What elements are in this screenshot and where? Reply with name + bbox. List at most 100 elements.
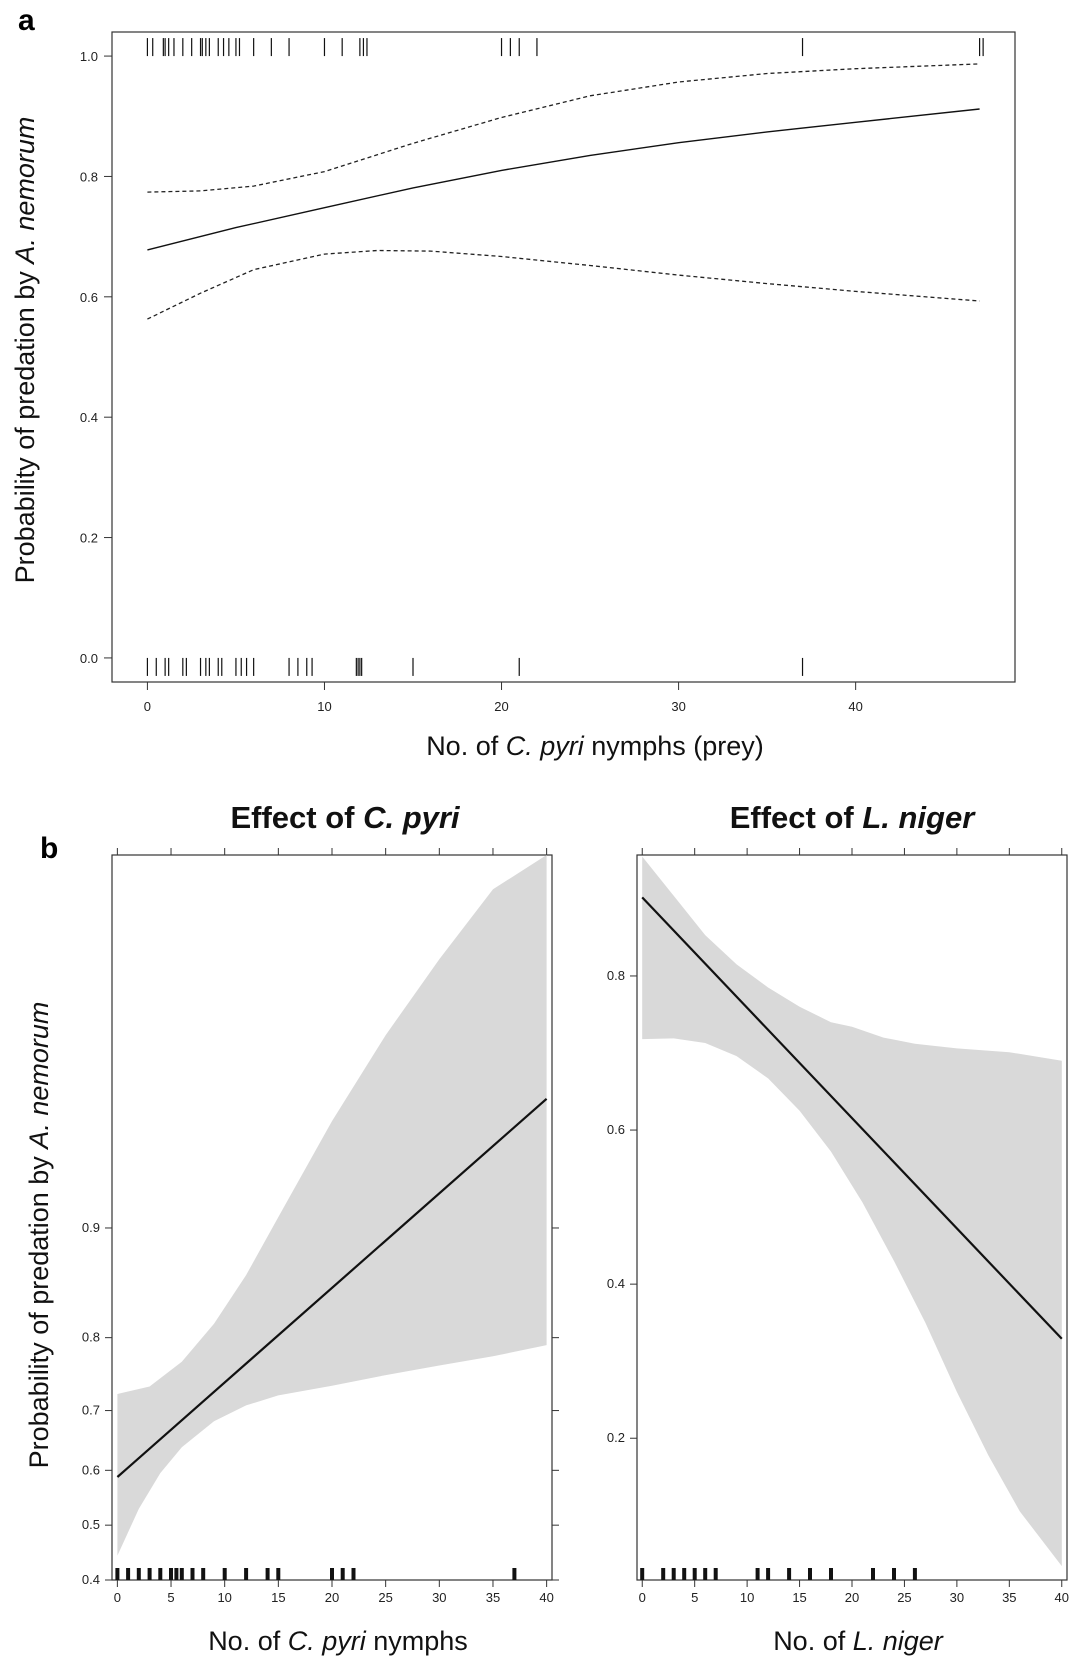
bl-rug-mark (330, 1568, 334, 1580)
panel-b-left-y-axis-title: Probability of predation by A. nemorum (24, 1002, 54, 1469)
br-y-tick-label: 0.4 (607, 1276, 625, 1291)
br-rug-mark (682, 1568, 687, 1580)
bl-rug-mark (201, 1568, 206, 1580)
panel-b-right-confidence-band (642, 856, 1062, 1567)
panel-b-left-confidence-band (117, 855, 547, 1556)
br-rug-mark (766, 1568, 771, 1580)
panel-a-plot-frame (111, 31, 1016, 683)
panel-b-left-title: Effect of C. pyri (230, 800, 460, 835)
br-rug-mark (640, 1568, 645, 1580)
panel-letter-b: b (40, 832, 58, 865)
bl-y-tick-label: 0.5 (82, 1517, 100, 1532)
panel-b-left-rug (115, 1568, 517, 1580)
br-rug-mark (892, 1568, 896, 1580)
bl-rug-mark (136, 1568, 141, 1580)
br-rug-mark (661, 1568, 666, 1580)
panel-b-right-x-axis: 0 5 10 15 20 25 30 35 40 (639, 1580, 1069, 1605)
panel-b-right: Effect of L. niger 0 5 10 15 20 25 30 35 40 0.20… (607, 800, 1069, 1656)
panel-b-left-right-ticks (552, 1227, 559, 1581)
bl-x-tick-label: 25 (378, 1590, 392, 1605)
panel-a-fitted-line (147, 108, 980, 251)
bl-rug-mark (276, 1568, 281, 1580)
br-rug-mark (713, 1568, 718, 1580)
br-rug-mark (692, 1568, 697, 1580)
panel-a-y-tick-label: 0.4 (80, 410, 98, 425)
bl-y-tick-label: 0.7 (82, 1403, 100, 1418)
panel-b-left-y-axis: 0.4 0.5 0.6 0.7 0.8 0.9 (82, 1220, 112, 1587)
br-x-tick-label: 20 (845, 1590, 859, 1605)
panel-a-x-tick-label: 30 (671, 699, 685, 714)
panel-b-right-x-axis-title: No. of L. niger (773, 1626, 944, 1656)
br-x-tick-label: 15 (792, 1590, 806, 1605)
br-rug-mark (703, 1568, 708, 1580)
br-rug-mark (829, 1568, 833, 1580)
bl-rug-mark (190, 1568, 195, 1580)
panel-letter-a: a (18, 4, 35, 37)
bl-x-tick-label: 20 (325, 1590, 339, 1605)
panel-a: a 0 10 20 30 40 0.0 0.2 0.4 0.6 0.8 1.0 No. of C.… (10, 4, 1016, 761)
br-x-tick-label: 30 (950, 1590, 964, 1605)
bl-y-tick-label: 0.9 (82, 1220, 100, 1235)
panel-a-y-tick-label: 0.2 (80, 531, 98, 546)
panel-a-x-tick-label: 10 (317, 699, 331, 714)
panel-b-right-title: Effect of L. niger (730, 800, 977, 835)
bl-x-tick-label: 15 (271, 1590, 285, 1605)
br-y-tick-label: 0.8 (607, 968, 625, 983)
br-rug-mark (787, 1568, 792, 1580)
panel-a-x-tick-label: 40 (848, 699, 862, 714)
br-y-tick-label: 0.2 (607, 1430, 625, 1445)
bl-x-tick-label: 40 (539, 1590, 553, 1605)
panel-b-right-fitted-line (641, 896, 1063, 1340)
bl-rug-mark (265, 1568, 270, 1580)
br-x-tick-label: 0 (639, 1590, 646, 1605)
br-rug-mark (871, 1568, 875, 1580)
br-rug-mark (671, 1568, 676, 1580)
bl-rug-mark (169, 1568, 173, 1580)
panel-a-x-tick-label: 20 (494, 699, 508, 714)
bl-rug-mark (147, 1568, 152, 1580)
panel-a-y-tick-label: 0.0 (80, 651, 98, 666)
bl-rug-mark (126, 1568, 131, 1580)
bl-x-tick-label: 0 (114, 1590, 121, 1605)
panel-b-left-top-ticks (116, 848, 548, 855)
bl-rug-mark (244, 1568, 249, 1580)
panel-a-upper-ci-line (147, 63, 980, 193)
br-x-tick-label: 10 (740, 1590, 754, 1605)
bl-x-tick-label: 10 (217, 1590, 231, 1605)
bl-y-tick-label: 0.4 (82, 1572, 100, 1587)
br-x-tick-label: 35 (1002, 1590, 1016, 1605)
bl-x-tick-label: 35 (486, 1590, 500, 1605)
bl-rug-mark (158, 1568, 163, 1580)
panel-a-top-rug (146, 38, 984, 57)
panel-a-y-axis: 0.0 0.2 0.4 0.6 0.8 1.0 (80, 49, 112, 666)
panel-b-left-x-axis: 0 5 10 15 20 25 30 35 40 (114, 1580, 554, 1605)
br-rug-mark (755, 1568, 760, 1580)
panel-a-x-axis: 0 10 20 30 40 (144, 682, 863, 714)
panel-a-y-tick-label: 1.0 (80, 49, 98, 64)
panel-b-left-x-axis-title: No. of C. pyri nymphs (208, 1626, 468, 1656)
br-y-tick-label: 0.6 (607, 1122, 625, 1137)
panel-a-y-axis-title: Probability of predation by A. nemorum (10, 117, 40, 584)
panel-a-x-axis-title: No. of C. pyri nymphs (prey) (426, 731, 764, 761)
panel-a-bottom-rug (146, 657, 804, 676)
panel-a-y-tick-label: 0.6 (80, 290, 98, 305)
bl-rug-mark (174, 1568, 179, 1580)
br-x-tick-label: 25 (897, 1590, 911, 1605)
bl-y-tick-label: 0.6 (82, 1462, 100, 1477)
panel-b-left-fitted-line (116, 1097, 548, 1478)
panel-b-right-top-ticks (641, 848, 1063, 855)
bl-rug-mark (351, 1568, 356, 1580)
panel-a-y-tick-label: 0.8 (80, 169, 98, 184)
panel-b-right-rug (640, 1568, 917, 1580)
bl-y-tick-label: 0.8 (82, 1330, 100, 1345)
panel-a-lower-ci-line (147, 249, 980, 320)
br-rug-mark (912, 1568, 917, 1580)
bl-x-tick-label: 5 (167, 1590, 174, 1605)
bl-rug-mark (512, 1568, 517, 1580)
bl-rug-mark (222, 1568, 227, 1580)
bl-rug-mark (340, 1568, 345, 1580)
panel-a-x-tick-label: 0 (144, 699, 151, 714)
panel-b-left: Effect of C. pyri 0 5 10 15 20 25 30 35 40 0.40.… (24, 800, 559, 1656)
bl-x-tick-label: 30 (432, 1590, 446, 1605)
